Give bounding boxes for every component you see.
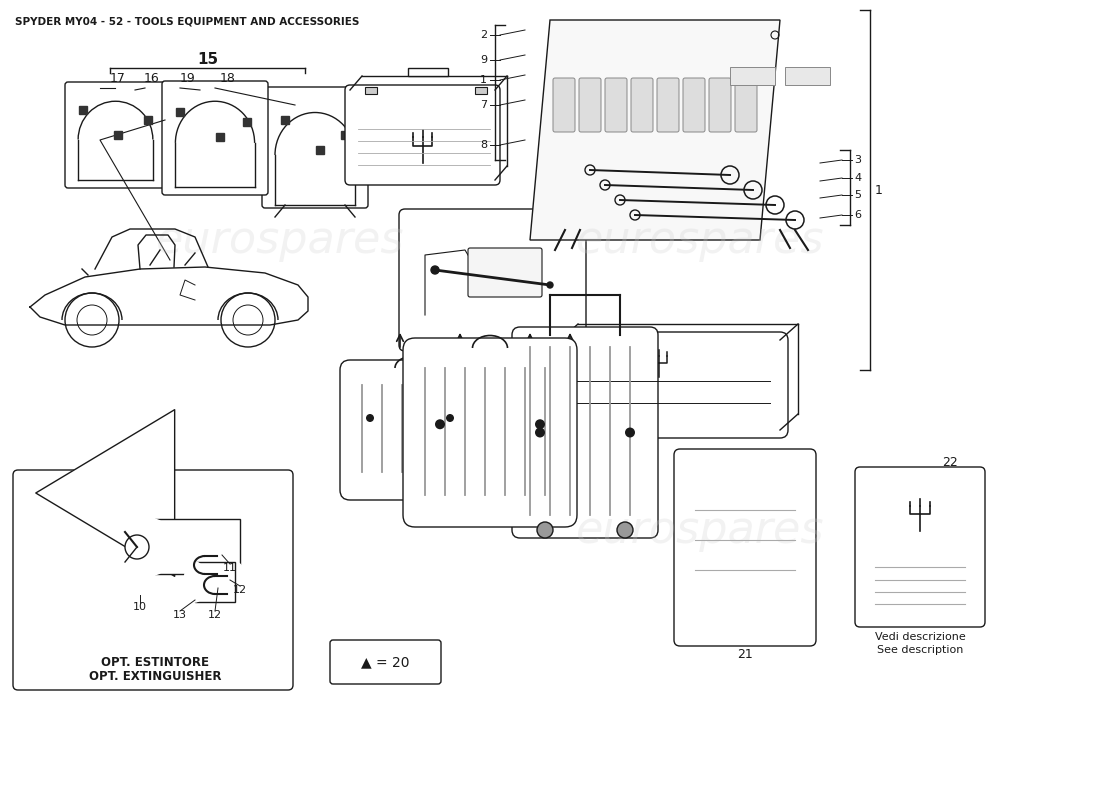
Text: 6: 6	[854, 210, 861, 220]
Text: 4: 4	[854, 173, 861, 183]
Text: 10: 10	[133, 602, 147, 612]
Circle shape	[125, 535, 148, 559]
FancyBboxPatch shape	[399, 209, 586, 351]
Ellipse shape	[226, 519, 255, 574]
Text: eurospares: eurospares	[156, 218, 405, 262]
Text: 3: 3	[854, 155, 861, 165]
Text: 19: 19	[180, 71, 196, 85]
FancyBboxPatch shape	[579, 78, 601, 132]
Circle shape	[431, 266, 439, 274]
Bar	[475, 87, 487, 94]
FancyBboxPatch shape	[552, 332, 788, 438]
Text: See description: See description	[877, 645, 964, 655]
Text: 22: 22	[942, 455, 958, 469]
Text: 17: 17	[110, 71, 125, 85]
FancyBboxPatch shape	[605, 78, 627, 132]
Text: 14: 14	[485, 350, 501, 363]
Circle shape	[625, 427, 635, 438]
Circle shape	[366, 414, 374, 422]
Text: 12: 12	[208, 610, 222, 620]
Text: 7: 7	[480, 100, 487, 110]
Text: eurospares: eurospares	[575, 218, 824, 262]
Circle shape	[535, 419, 544, 430]
FancyBboxPatch shape	[512, 327, 658, 538]
Circle shape	[535, 427, 544, 438]
FancyBboxPatch shape	[345, 85, 500, 185]
FancyBboxPatch shape	[340, 360, 480, 500]
FancyBboxPatch shape	[855, 467, 984, 627]
Circle shape	[547, 282, 553, 288]
Bar	[730, 67, 776, 85]
Bar	[155, 519, 240, 574]
Text: 8: 8	[480, 140, 487, 150]
Bar	[365, 87, 377, 94]
Text: 1: 1	[480, 75, 487, 85]
Circle shape	[617, 522, 632, 538]
Bar	[195, 562, 235, 602]
Text: OPT. EXTINGUISHER: OPT. EXTINGUISHER	[89, 670, 221, 683]
FancyBboxPatch shape	[403, 338, 578, 527]
FancyBboxPatch shape	[657, 78, 679, 132]
FancyBboxPatch shape	[162, 81, 268, 195]
Text: 2: 2	[480, 30, 487, 40]
FancyBboxPatch shape	[330, 640, 441, 684]
Circle shape	[537, 522, 553, 538]
Text: 18: 18	[220, 71, 235, 85]
Circle shape	[446, 414, 454, 422]
Bar	[408, 68, 448, 76]
Text: SPYDER MY04 - 52 - TOOLS EQUIPMENT AND ACCESSORIES: SPYDER MY04 - 52 - TOOLS EQUIPMENT AND A…	[15, 17, 360, 27]
Text: 1: 1	[874, 183, 883, 197]
Polygon shape	[530, 20, 780, 240]
Text: 12: 12	[233, 585, 248, 595]
Ellipse shape	[184, 562, 206, 602]
FancyBboxPatch shape	[13, 470, 293, 690]
Text: 13: 13	[173, 610, 187, 620]
Ellipse shape	[224, 562, 246, 602]
Bar	[785, 67, 830, 85]
FancyBboxPatch shape	[262, 87, 369, 208]
Text: 15: 15	[197, 53, 219, 67]
FancyBboxPatch shape	[735, 78, 757, 132]
FancyBboxPatch shape	[468, 248, 542, 297]
Text: eurospares: eurospares	[575, 509, 824, 551]
Text: ▲ = 20: ▲ = 20	[361, 655, 409, 669]
Text: 21: 21	[737, 649, 752, 662]
FancyBboxPatch shape	[683, 78, 705, 132]
Text: Vedi descrizione: Vedi descrizione	[874, 632, 966, 642]
FancyBboxPatch shape	[710, 78, 732, 132]
FancyBboxPatch shape	[65, 82, 166, 188]
FancyBboxPatch shape	[674, 449, 816, 646]
FancyBboxPatch shape	[631, 78, 653, 132]
Text: 11: 11	[223, 563, 236, 573]
Ellipse shape	[140, 519, 170, 574]
Text: 5: 5	[854, 190, 861, 200]
Text: 16: 16	[144, 71, 159, 85]
Text: 9: 9	[480, 55, 487, 65]
FancyBboxPatch shape	[553, 78, 575, 132]
Text: OPT. ESTINTORE: OPT. ESTINTORE	[101, 657, 209, 670]
Circle shape	[434, 419, 446, 430]
